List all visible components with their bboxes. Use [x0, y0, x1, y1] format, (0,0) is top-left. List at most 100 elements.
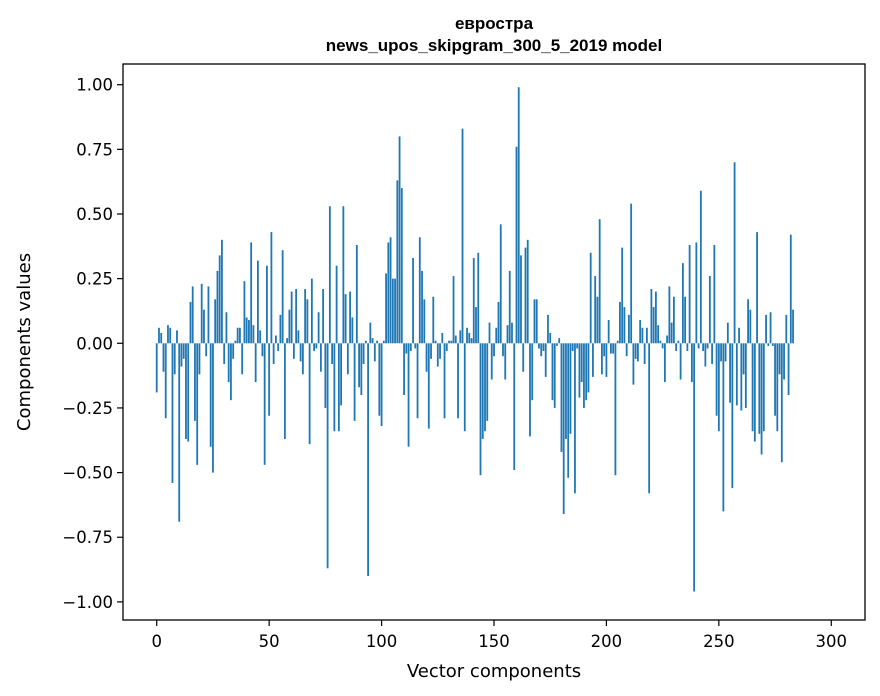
bar — [637, 343, 639, 362]
bar — [729, 343, 731, 403]
bar — [616, 340, 619, 344]
bar — [738, 327, 740, 344]
bar — [304, 288, 307, 344]
bar — [461, 128, 464, 344]
bar — [477, 252, 480, 344]
bar — [162, 343, 165, 372]
bar — [423, 299, 426, 344]
bar — [448, 340, 450, 344]
bar — [331, 343, 334, 364]
x-axis: 0 50 100 150 200 250 300 — [151, 620, 847, 651]
bar — [589, 252, 592, 344]
bar — [771, 343, 774, 346]
bar — [295, 288, 298, 344]
bar — [432, 296, 435, 344]
bar — [690, 343, 693, 383]
bar — [306, 299, 309, 344]
bar — [785, 314, 788, 344]
bar — [337, 343, 340, 432]
bar — [301, 343, 304, 375]
bar — [313, 343, 316, 352]
bar — [326, 343, 329, 569]
bar — [789, 234, 792, 344]
bar — [663, 343, 666, 383]
chart-subtitle: news_upos_skipgram_300_5_2019 model — [326, 36, 662, 55]
bar — [200, 283, 203, 344]
bar — [245, 317, 248, 344]
bar — [484, 343, 486, 432]
bar — [733, 162, 736, 344]
bar — [248, 320, 250, 344]
bar — [418, 237, 421, 344]
bar — [263, 343, 266, 465]
bar — [508, 270, 511, 344]
bar — [704, 343, 707, 367]
bar — [493, 343, 495, 357]
bar — [592, 343, 594, 377]
bar — [720, 343, 722, 362]
bar — [436, 343, 439, 367]
bar — [513, 343, 516, 471]
bar — [221, 239, 223, 344]
bar — [783, 343, 785, 380]
bar — [335, 265, 338, 344]
bar — [686, 343, 689, 352]
bar — [574, 343, 576, 494]
bar — [740, 343, 743, 411]
bar — [427, 343, 430, 429]
bar — [717, 343, 720, 432]
bar — [243, 281, 246, 344]
bar — [463, 343, 466, 432]
bar — [731, 343, 734, 489]
bar — [587, 343, 590, 393]
bar — [598, 219, 601, 344]
bar — [387, 242, 390, 344]
bar — [688, 245, 691, 344]
bar — [634, 343, 637, 359]
x-tick-label: 0 — [151, 632, 162, 651]
bar — [369, 322, 372, 344]
bar — [585, 343, 588, 401]
bar — [628, 314, 630, 344]
x-tick-label: 250 — [703, 632, 735, 651]
x-tick-label: 100 — [366, 632, 398, 651]
y-tick-label: −1.00 — [62, 593, 113, 612]
bar — [230, 343, 232, 401]
bar — [385, 273, 387, 344]
bar — [695, 242, 698, 344]
bar — [241, 343, 244, 375]
bar — [605, 343, 608, 377]
bar — [526, 239, 529, 344]
bar — [317, 312, 320, 344]
bar — [517, 87, 520, 344]
bar — [358, 343, 360, 388]
bar — [187, 343, 190, 442]
bar — [681, 263, 684, 344]
bar — [218, 255, 221, 344]
bar — [257, 260, 259, 344]
bar — [596, 296, 599, 344]
bar — [742, 343, 745, 375]
bar — [434, 340, 437, 344]
bar — [394, 278, 396, 344]
bar — [668, 286, 671, 344]
bar — [612, 343, 615, 354]
bar — [283, 343, 286, 439]
bar — [275, 335, 277, 344]
bar — [180, 343, 183, 367]
bar — [479, 343, 482, 476]
bar — [430, 343, 432, 359]
bar — [279, 314, 282, 344]
bar — [751, 343, 754, 432]
bar — [675, 343, 678, 352]
bar — [569, 343, 572, 434]
bar — [391, 278, 394, 344]
chart-title: евростра — [455, 14, 534, 33]
bar — [724, 343, 727, 362]
x-axis-label: Vector components — [407, 661, 581, 682]
bar — [155, 343, 158, 393]
bar — [708, 276, 711, 344]
bar — [524, 247, 527, 344]
bar — [364, 340, 367, 344]
y-tick-label: 0.00 — [76, 334, 113, 353]
